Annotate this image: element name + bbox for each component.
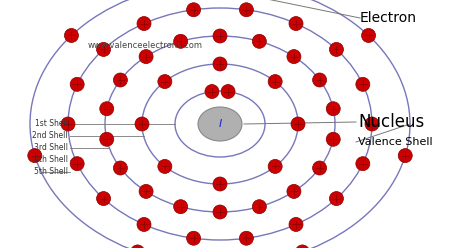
Circle shape [329, 191, 344, 206]
Circle shape [239, 3, 254, 17]
Circle shape [97, 42, 110, 57]
Circle shape [326, 102, 340, 116]
Text: Nucleus: Nucleus [358, 113, 424, 131]
Circle shape [356, 157, 370, 171]
Text: Electron: Electron [360, 11, 417, 25]
Circle shape [356, 77, 370, 91]
Circle shape [268, 75, 282, 89]
Circle shape [268, 159, 282, 173]
Circle shape [173, 200, 188, 214]
Circle shape [213, 177, 227, 191]
Circle shape [221, 85, 235, 98]
Circle shape [70, 77, 84, 91]
Circle shape [295, 245, 310, 248]
Circle shape [365, 117, 379, 131]
Circle shape [239, 231, 254, 245]
Circle shape [287, 50, 301, 63]
Circle shape [100, 132, 114, 146]
Circle shape [64, 29, 79, 42]
Circle shape [398, 149, 412, 163]
Circle shape [61, 117, 75, 131]
Circle shape [187, 231, 201, 245]
Text: 5th Shell: 5th Shell [34, 167, 68, 177]
Text: 2nd Shell: 2nd Shell [32, 131, 68, 141]
Circle shape [329, 42, 344, 57]
Circle shape [139, 50, 153, 63]
Circle shape [137, 217, 151, 231]
Circle shape [362, 29, 375, 42]
Circle shape [28, 149, 42, 163]
Text: 1st Shell: 1st Shell [35, 120, 68, 128]
Circle shape [326, 132, 340, 146]
Circle shape [187, 3, 201, 17]
Circle shape [173, 34, 188, 48]
Circle shape [158, 159, 172, 173]
Text: 3rd Shell: 3rd Shell [34, 144, 68, 153]
Circle shape [97, 191, 110, 206]
Text: Valence Shell: Valence Shell [358, 137, 433, 147]
Circle shape [113, 73, 128, 87]
Circle shape [252, 200, 266, 214]
Circle shape [70, 157, 84, 171]
Circle shape [252, 34, 266, 48]
Circle shape [312, 73, 327, 87]
Text: 4th Shell: 4th Shell [34, 155, 68, 164]
Circle shape [205, 85, 219, 98]
Ellipse shape [198, 107, 242, 141]
Circle shape [291, 117, 305, 131]
Circle shape [113, 161, 128, 175]
Circle shape [289, 17, 303, 31]
Circle shape [130, 245, 145, 248]
Circle shape [213, 29, 227, 43]
Circle shape [100, 102, 114, 116]
Circle shape [158, 75, 172, 89]
Circle shape [213, 205, 227, 219]
Circle shape [135, 117, 149, 131]
Circle shape [137, 17, 151, 31]
Circle shape [287, 185, 301, 198]
Circle shape [213, 57, 227, 71]
Text: I: I [219, 119, 222, 129]
Circle shape [312, 161, 327, 175]
Text: www.valenceelectrons.com: www.valenceelectrons.com [88, 41, 203, 51]
Circle shape [139, 185, 153, 198]
Circle shape [289, 217, 303, 231]
